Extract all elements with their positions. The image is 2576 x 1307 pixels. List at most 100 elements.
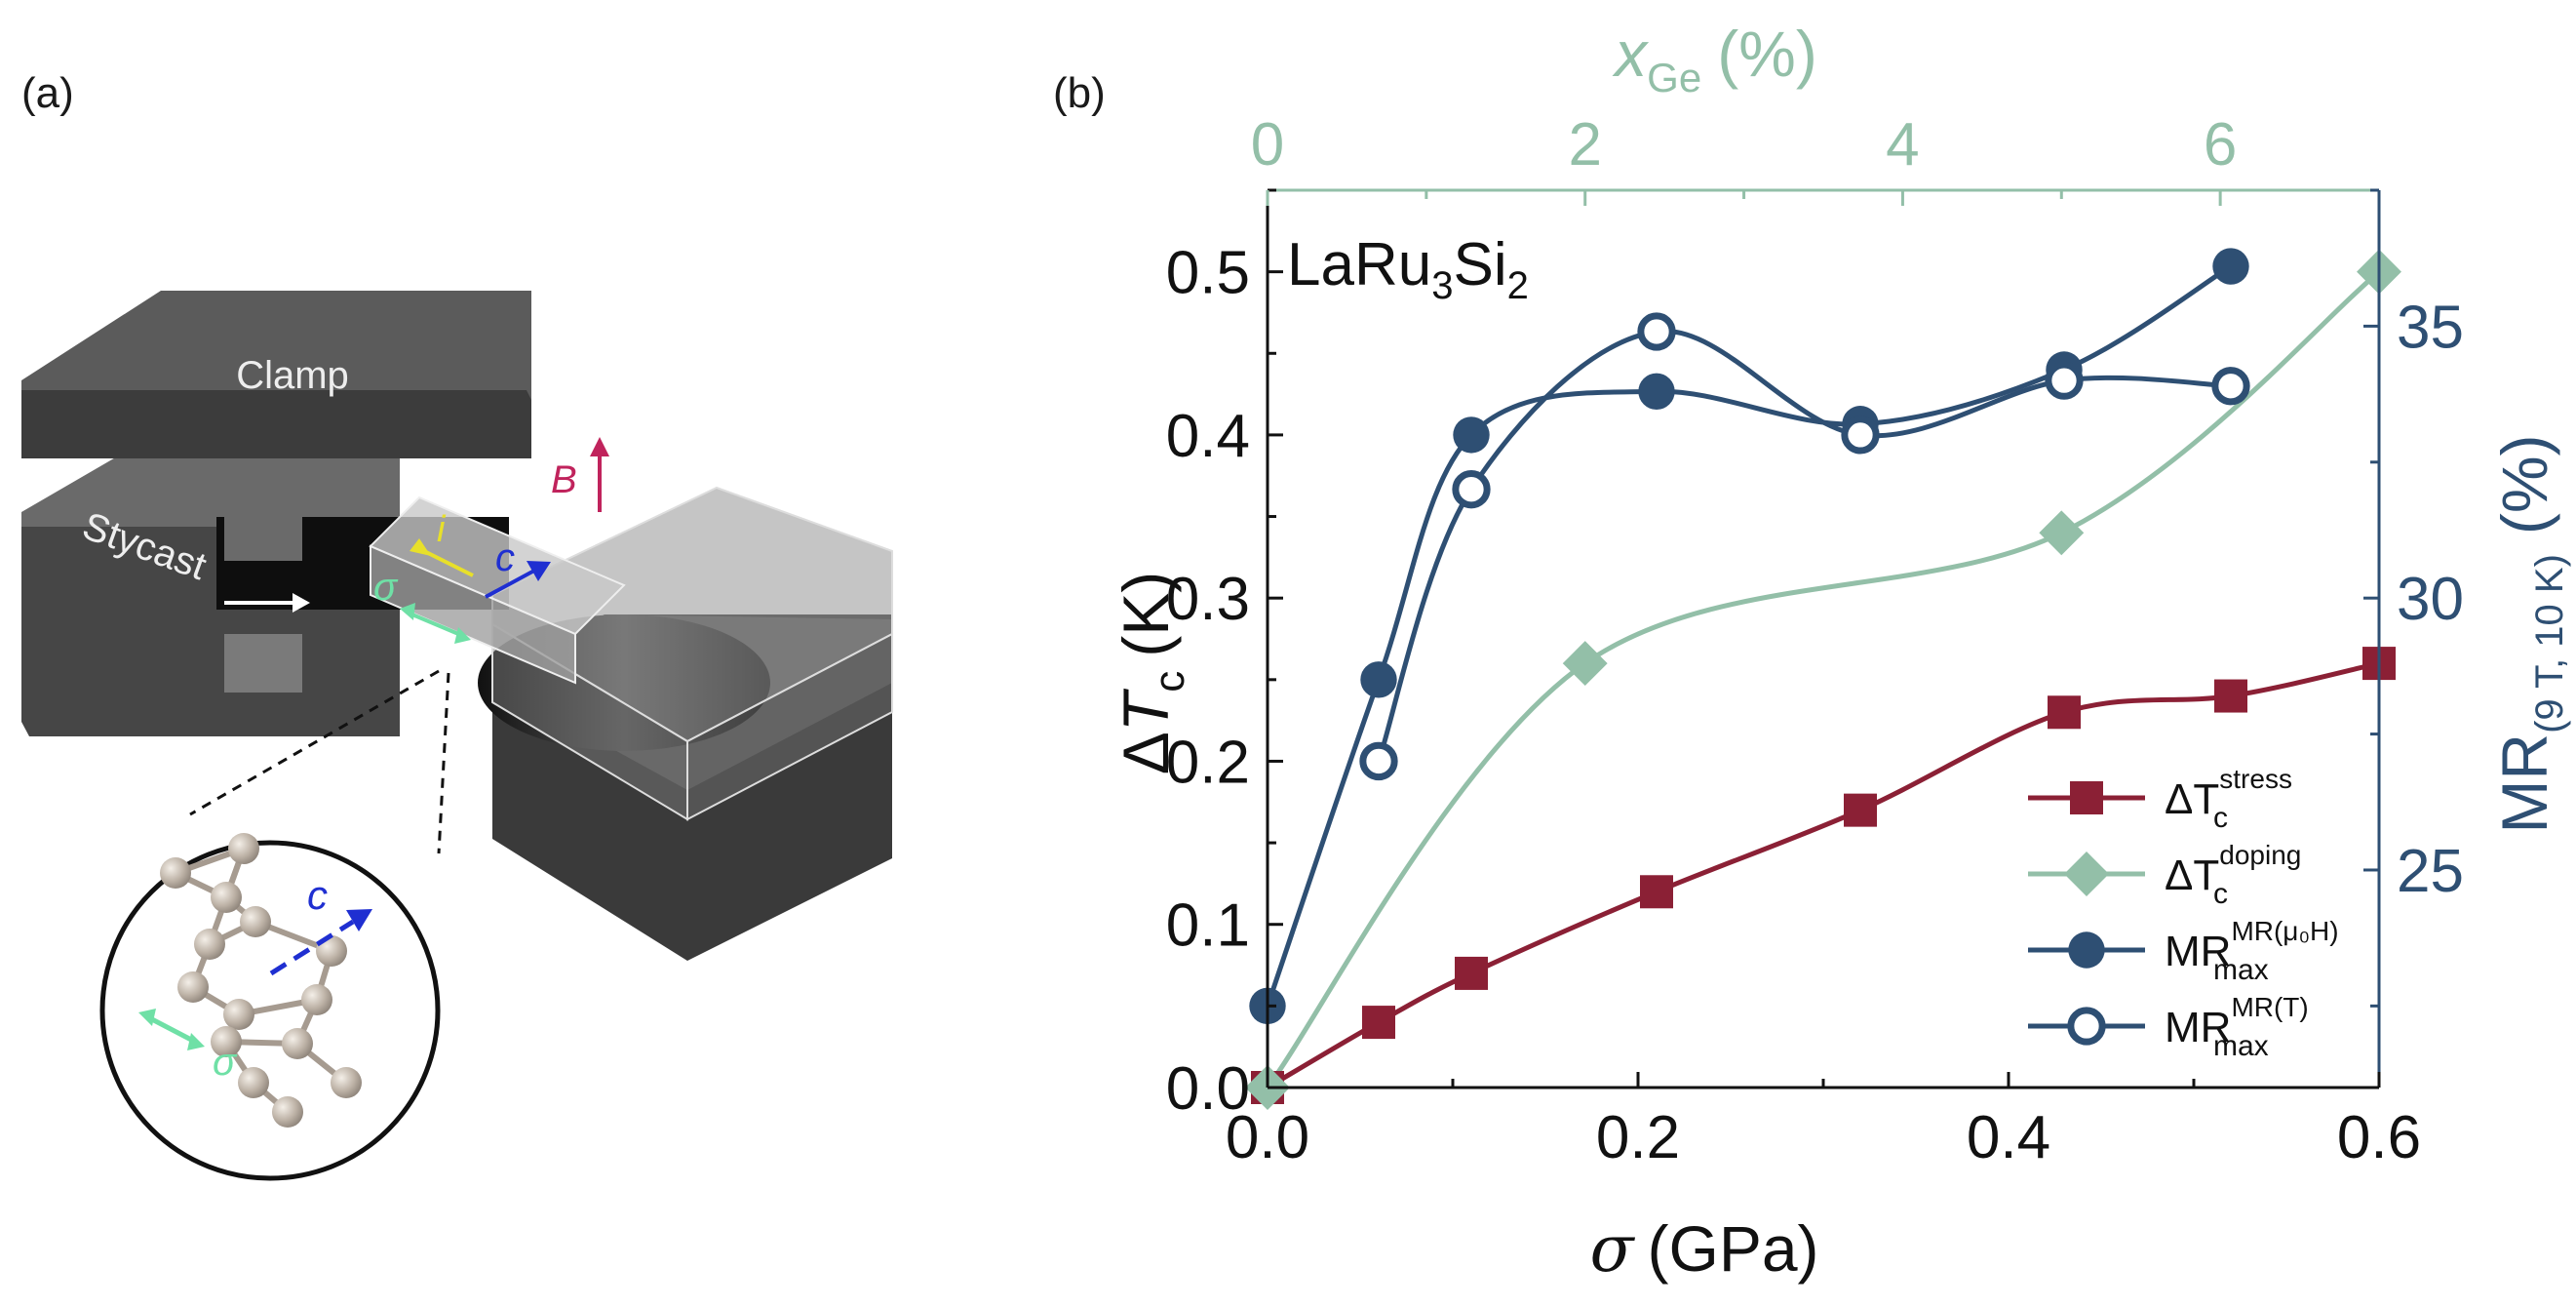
- crystal-inset: c σ: [99, 833, 441, 1181]
- x-top-axis-title: xGe (%): [1612, 18, 1817, 100]
- y-ticks-right: 25 30 35: [2363, 188, 2464, 1008]
- atom: [301, 984, 332, 1015]
- crystal-atoms: [160, 833, 362, 1128]
- chart: 0.0 0.2 0.4 0.6 0.0 0.1 0.2 0.3 0.4 0.5 0 2 4 6 25 3…: [1110, 18, 2571, 1287]
- stress-point: [1455, 956, 1488, 990]
- stycast-arrow-head: [293, 593, 310, 613]
- clamp-label: Clamp: [236, 354, 349, 397]
- legend-label-mr_field: MRMR(μ₀H) max: [2165, 916, 2339, 986]
- lower-left-pad: [224, 634, 302, 693]
- inset-c-axis-arrow: [269, 919, 355, 976]
- y-tick-label: 0.2: [1166, 729, 1250, 796]
- x-ticks-bottom: 0.0 0.2 0.4 0.6: [1226, 1072, 2421, 1171]
- atom: [223, 999, 254, 1030]
- c-axis-arrow: [485, 569, 535, 599]
- inset-c-axis-label: c: [307, 872, 328, 918]
- legend-label-mr_temperature: MRMR(T) max: [2165, 992, 2309, 1062]
- sigma-arrow-head-left: [400, 603, 415, 620]
- inset-sigma-head-right: [187, 1033, 205, 1050]
- y-tick-label: 0.0: [1166, 1055, 1250, 1123]
- current-arrow: [423, 549, 474, 577]
- stress-point: [2048, 695, 2081, 730]
- panel-b-label: (b): [1053, 69, 1106, 117]
- atom: [272, 1096, 303, 1128]
- x-top-tick-label: 0: [1251, 111, 1284, 178]
- x-top-tick-label: 6: [2204, 111, 2237, 178]
- atom: [316, 935, 347, 967]
- mr_field-point: [1360, 661, 1397, 698]
- x-top-tick-label: 2: [1568, 111, 1601, 178]
- sample-bar-front: [370, 544, 576, 685]
- current-label: i: [437, 509, 447, 550]
- inset-sigma-arrow: [146, 1014, 197, 1045]
- atom: [228, 833, 259, 864]
- sigma-label: σ: [373, 566, 399, 609]
- mr_field-point: [1638, 373, 1675, 411]
- zoom-line-left: [189, 669, 440, 816]
- atom: [177, 971, 209, 1003]
- inset-sigma-head-left: [138, 1009, 156, 1026]
- x-tick-label: 0.4: [1967, 1104, 2050, 1171]
- x-tick-label: 0.0: [1226, 1104, 1309, 1171]
- panel-a-label: (a): [21, 69, 74, 117]
- doping-curve: [1265, 269, 2381, 1089]
- mr_temperature-point: [1841, 416, 1880, 455]
- mr_temperature-point: [1359, 741, 1398, 781]
- x-axis-title: σ (GPa): [1589, 1211, 1818, 1287]
- doping-point: [1562, 641, 1608, 687]
- sample-label: LaRu3Si2: [1287, 231, 1529, 307]
- mr_temperature-point: [1452, 470, 1491, 509]
- y-tick-label: 0.5: [1166, 240, 1250, 307]
- x-ticks-top: 0 2 4 6: [1251, 111, 2237, 206]
- atom: [238, 1067, 269, 1098]
- x-tick-label: 0.2: [1596, 1104, 1680, 1171]
- stress-point: [1362, 1006, 1395, 1040]
- atom: [211, 882, 242, 913]
- y-tick-label: 0.4: [1166, 403, 1250, 470]
- legend-marker: [2064, 852, 2109, 896]
- panel-b: (b) 0.0 0.2 0.4 0.6 0.0 0.1 0.2 0.3 0.4 0.5 0 2 4 6…: [1053, 18, 2571, 1287]
- mr_temperature-point: [2211, 367, 2250, 406]
- atom: [160, 857, 191, 889]
- x-tick-label: 0.6: [2337, 1104, 2421, 1171]
- y-ticks-left: 0.0 0.1 0.2 0.3 0.4 0.5: [1166, 188, 1283, 1123]
- atom: [282, 1028, 313, 1059]
- mr_temperature-point: [2045, 361, 2084, 400]
- legend-label-stress: ΔTstress c: [2165, 764, 2292, 834]
- stress-point: [1640, 875, 1673, 909]
- y-tick-label: 0.3: [1166, 566, 1250, 633]
- lower-left-block-top: [21, 449, 400, 527]
- mr_temperature-curve: [1376, 328, 2232, 763]
- clamp-pad: [224, 507, 302, 561]
- x-top-tick-label: 4: [1886, 111, 1919, 178]
- c-axis-arrow-head: [527, 561, 551, 581]
- doping-point: [2039, 510, 2085, 556]
- current-arrow-head: [410, 538, 431, 556]
- c-axis-label: c: [495, 536, 515, 579]
- transparent-cover-side: [686, 632, 893, 821]
- mr_temperature-point: [1637, 312, 1676, 351]
- y-tick-label: 0.1: [1166, 892, 1250, 960]
- y-right-axis-title: MR(9 T, 10 K)(%): [2488, 434, 2571, 833]
- panel-a: (a) Clamp Stycast: [21, 69, 893, 1181]
- sigma-arrow: [407, 611, 464, 638]
- mr_field-point: [1453, 416, 1490, 454]
- y-right-tick-label: 25: [2397, 838, 2464, 905]
- series-markers: [1245, 248, 2401, 1110]
- atom: [240, 906, 271, 937]
- legend-label-doping: ΔTdoping c: [2165, 840, 2301, 910]
- field-arrow-head: [590, 437, 609, 456]
- mr_field-point: [2212, 248, 2249, 285]
- field-label: B: [551, 458, 577, 501]
- stress-curve: [1266, 660, 2380, 1090]
- clamp-device-diagram: Clamp Stycast B i: [21, 291, 893, 1181]
- y-axis-title: ΔTc(K): [1110, 572, 1193, 774]
- inset-c-axis-arrow-head: [346, 909, 372, 931]
- clamp-front-face: [21, 390, 531, 458]
- inset-sigma-label: σ: [213, 1041, 238, 1084]
- stress-point: [1844, 793, 1877, 827]
- y-right-tick-label: 35: [2397, 294, 2464, 361]
- y-right-tick-label: 30: [2397, 566, 2464, 633]
